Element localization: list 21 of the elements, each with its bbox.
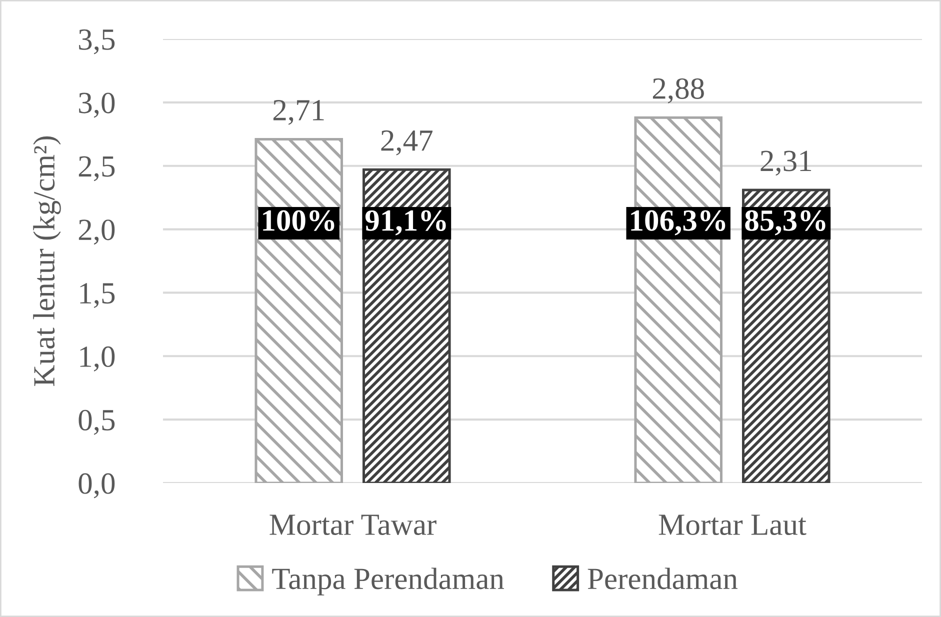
data-label: 2,47 <box>381 130 432 156</box>
x-tick-label: Mortar Laut <box>658 514 806 536</box>
data-label: 2,88 <box>652 78 704 104</box>
y-tick-label: 0,0 <box>78 473 115 498</box>
y-tick-label: 3,5 <box>79 29 115 54</box>
annotation: 100% <box>263 210 334 232</box>
legend-label: Perendaman <box>588 568 738 590</box>
annotation: 106,3% <box>631 210 726 236</box>
annotation: 85,3% <box>745 210 826 236</box>
legend-label: Tanpa Perendaman <box>272 568 504 596</box>
data-label: 2,31 <box>760 150 812 176</box>
x-tick-label: Mortar Tawar <box>270 514 436 536</box>
y-tick-label: 1,5 <box>80 283 115 308</box>
y-tick-label: 2,0 <box>78 220 115 245</box>
y-tick-label: 1,0 <box>80 346 115 372</box>
y-tick-label: 0,5 <box>78 410 115 435</box>
data-label: 2,71 <box>273 100 324 125</box>
y-axis-title: Kuat lentur (kg/cm²) <box>33 136 61 386</box>
annotation: 91,1% <box>365 210 446 236</box>
y-tick-label: 2,5 <box>78 156 115 182</box>
y-tick-label: 3,0 <box>79 92 115 118</box>
